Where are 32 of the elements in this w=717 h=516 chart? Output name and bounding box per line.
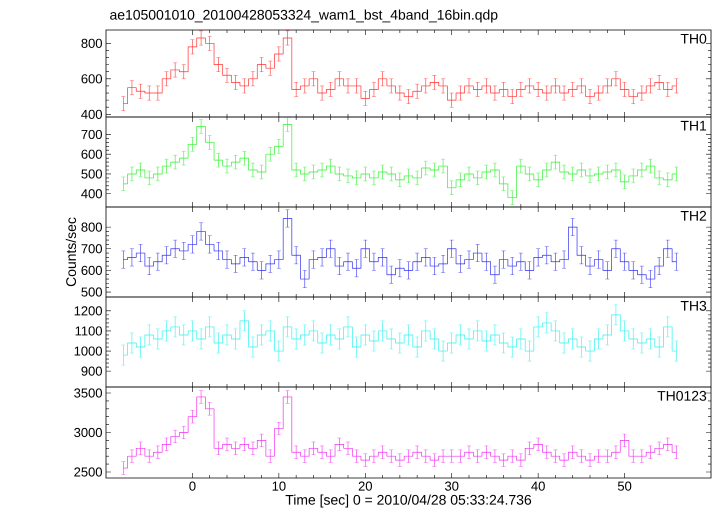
y-tick-label: 600 xyxy=(82,266,102,275)
y-axis-title: Counts/sec xyxy=(66,217,76,286)
x-tick-label: 40 xyxy=(531,482,545,491)
x-tick-label: 20 xyxy=(358,482,372,491)
y-tick-label: 2500 xyxy=(74,467,102,477)
y-tick-label: 400 xyxy=(81,189,102,198)
y-tick-label: 700 xyxy=(82,130,102,139)
text: TH2 xyxy=(680,210,706,221)
y-tick-label: 600 xyxy=(82,74,102,84)
y-tick-label: 800 xyxy=(81,222,102,232)
y-tick-label: 1000 xyxy=(74,346,102,356)
chart-title: ae105001010_20100428053324_wam1_bst_4band_16bin.qdp xyxy=(110,9,498,22)
y-tick-label: 1100 xyxy=(76,326,102,336)
x-axis-title: Time [sec] 0 = 2010/04/28 05:33:24.736 xyxy=(286,494,532,508)
y-tick-label: 600 xyxy=(82,150,102,159)
x-tick-label: 30 xyxy=(445,482,458,491)
y-tick-label: 1200 xyxy=(74,306,102,316)
y-tick-label: 400 xyxy=(81,110,102,119)
x-tick-label: 0 xyxy=(189,482,196,491)
x-tick-label: 50 xyxy=(618,482,632,491)
y-tick-label: 500 xyxy=(81,169,102,179)
y-tick-label: 800 xyxy=(81,38,102,48)
y-tick-label: 500 xyxy=(81,287,102,297)
text: TH0 xyxy=(680,34,706,44)
y-tick-label: 3500 xyxy=(74,388,102,398)
text: TH0123 xyxy=(657,390,706,401)
x-tick-label: 10 xyxy=(272,482,286,491)
y-tick-label: 3000 xyxy=(74,428,102,438)
series-label: TH3 xyxy=(680,300,706,311)
y-tick-label: 700 xyxy=(82,244,102,254)
y-tick-label: 900 xyxy=(81,366,102,376)
text: TH1 xyxy=(680,120,706,130)
